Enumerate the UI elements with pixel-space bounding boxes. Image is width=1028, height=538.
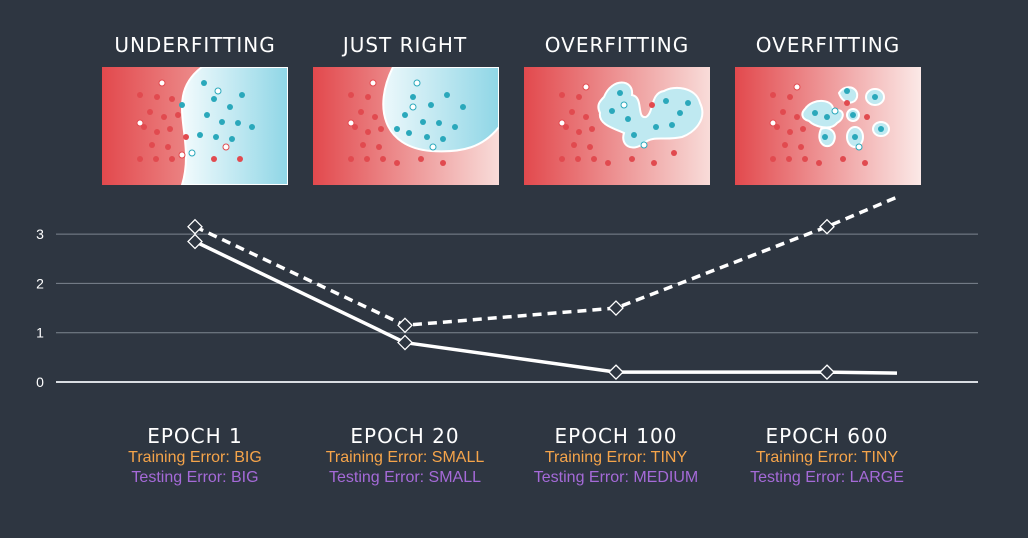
training-error-marker bbox=[819, 364, 835, 381]
epoch-label: EPOCH 1 bbox=[147, 424, 243, 448]
training-error-marker bbox=[397, 334, 413, 351]
training-error-label: Training Error: TINY bbox=[755, 449, 899, 466]
epoch-block-600: EPOCH 600 Training Error: TINY Testing E… bbox=[717, 424, 937, 488]
testing-error-label: Testing Error: SMALL bbox=[328, 469, 482, 486]
epoch-block-20: EPOCH 20 Training Error: SMALL Testing E… bbox=[295, 424, 515, 488]
training-error-marker bbox=[187, 233, 203, 250]
panel-title-just-right: JUST RIGHT bbox=[342, 33, 468, 57]
training-error-marker bbox=[608, 364, 624, 381]
error-chart: 0 1 2 3 bbox=[36, 195, 978, 390]
testing-error-label: Testing Error: BIG bbox=[131, 469, 259, 486]
testing-error-marker bbox=[397, 317, 413, 334]
training-error-label: Training Error: TINY bbox=[544, 449, 688, 466]
epoch-label: EPOCH 100 bbox=[554, 424, 678, 448]
y-tick-label: 2 bbox=[36, 275, 44, 291]
underfitting-thumbnail bbox=[102, 67, 288, 185]
overfitting-thumbnail-1 bbox=[524, 67, 710, 185]
training-error-label: Training Error: SMALL bbox=[325, 449, 485, 466]
overfitting-thumbnail-2 bbox=[735, 67, 921, 185]
epoch-block-1: EPOCH 1 Training Error: BIG Testing Erro… bbox=[85, 424, 305, 488]
epoch-label: EPOCH 20 bbox=[350, 424, 460, 448]
just-right-thumbnail bbox=[313, 67, 499, 185]
testing-error-label: Testing Error: MEDIUM bbox=[533, 469, 699, 486]
epoch-label: EPOCH 600 bbox=[765, 424, 889, 448]
testing-error-marker bbox=[187, 218, 203, 235]
training-error-line bbox=[194, 239, 898, 375]
testing-error-line bbox=[194, 195, 898, 328]
y-tick-label: 3 bbox=[36, 226, 44, 242]
testing-error-marker bbox=[608, 300, 624, 316]
epoch-block-100: EPOCH 100 Training Error: TINY Testing E… bbox=[506, 424, 726, 488]
testing-error-label: Testing Error: LARGE bbox=[750, 469, 904, 486]
panel-title-overfitting-1: OVERFITTING bbox=[544, 33, 690, 57]
y-tick-label: 0 bbox=[36, 374, 44, 390]
panel-title-underfitting: UNDERFITTING bbox=[114, 33, 276, 57]
training-error-label: Training Error: BIG bbox=[128, 449, 262, 466]
testing-error-marker bbox=[819, 218, 835, 235]
panel-title-overfitting-2: OVERFITTING bbox=[755, 33, 901, 57]
y-tick-label: 1 bbox=[36, 325, 44, 341]
